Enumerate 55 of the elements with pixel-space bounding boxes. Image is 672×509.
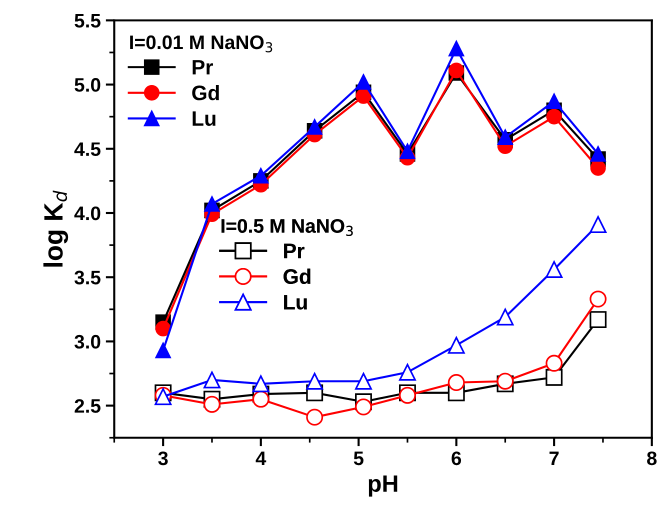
point [546,354,563,372]
point [306,372,324,390]
point [399,364,416,381]
point [355,372,372,390]
annotation: I=0.5 M NaNO$_{3}$ [222,219,353,236]
point [590,216,607,234]
point [356,88,372,104]
point [356,74,372,90]
point [204,196,220,212]
y-tick-label: 5.0 [74,78,100,92]
point [590,311,607,328]
point [155,342,171,358]
y-tick-label: 4.0 [74,206,100,220]
point [448,374,465,391]
legend-label: Lu [192,111,216,126]
point [155,320,171,336]
legend-label: Pr [284,244,304,258]
point [546,261,563,278]
x-tick-label: 8 [647,451,657,466]
x-tick-label: 6 [452,451,462,466]
point [546,108,562,124]
legend-label: Gd [192,84,219,100]
point [355,398,372,416]
y-tick-label: 3.5 [74,270,101,284]
point [252,375,270,392]
legend-label: Gd [284,268,310,284]
y-tick-label: 5.5 [74,14,101,28]
point [590,146,606,162]
point [400,144,416,160]
point [546,93,562,110]
point [496,308,514,326]
point [252,390,270,408]
point [204,371,220,388]
x-tick-label: 3 [158,451,168,466]
point [546,368,563,386]
annotation: I=0.01 M NaNO$_{3}$ [130,35,272,52]
y-tick-label: 2.5 [74,399,101,413]
x-tick-label: 7 [550,452,559,466]
legend-label: Pr [192,60,214,74]
x-tick-label: 5 [354,452,364,466]
point [590,160,606,176]
y-tick-label: 3.0 [74,334,100,349]
point [253,168,269,184]
point [204,396,220,413]
point [448,40,464,56]
y-axis-title: log K$_{d}$ [43,190,68,267]
x-tick-label: 4 [256,452,266,466]
point [306,408,324,426]
point [448,336,465,354]
x-axis-title: pH [368,475,398,497]
y-tick-label: 4.5 [74,142,101,156]
point [306,119,322,135]
point [497,129,513,146]
point [590,290,607,308]
legend-label: Lu [284,295,307,310]
